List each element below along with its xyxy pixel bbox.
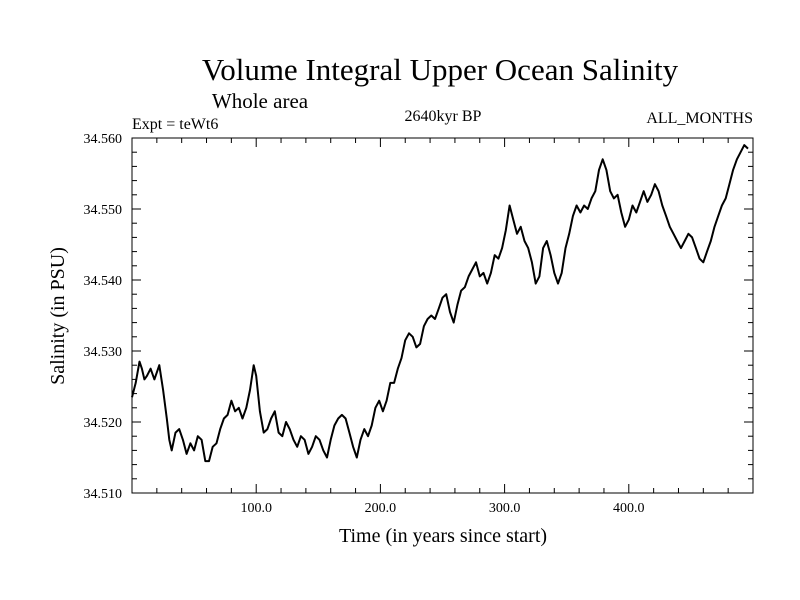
plot-frame <box>131 137 754 494</box>
annotation-months: ALL_MONTHS <box>646 110 753 127</box>
y-tick-label: 34.540 <box>84 274 123 289</box>
y-tick-label: 34.510 <box>84 487 123 502</box>
y-tick-label: 34.560 <box>84 132 123 147</box>
x-tick-label: 300.0 <box>489 501 521 516</box>
annotation-experiment: Expt = teWt6 <box>132 116 218 133</box>
y-tick-label: 34.530 <box>84 345 123 360</box>
x-tick-label: 400.0 <box>613 501 645 516</box>
axis-ticks: 100.0 200.0 300.0 400.0 34.510 34.520 34.530 34… <box>84 132 753 516</box>
annotation-period: 2640kyr BP <box>405 108 482 125</box>
y-tick-label: 34.520 <box>84 416 123 431</box>
x-tick-label: 100.0 <box>240 501 272 516</box>
y-axis-label: Salinity (in PSU) <box>47 247 69 385</box>
chart-title: Volume Integral Upper Ocean Salinity <box>202 52 679 87</box>
y-tick-label: 34.550 <box>84 203 123 218</box>
x-tick-label: 200.0 <box>365 501 397 516</box>
x-axis-label: Time (in years since start) <box>339 525 547 547</box>
chart-subtitle: Whole area <box>212 89 309 113</box>
series-line-salinity <box>131 144 749 463</box>
